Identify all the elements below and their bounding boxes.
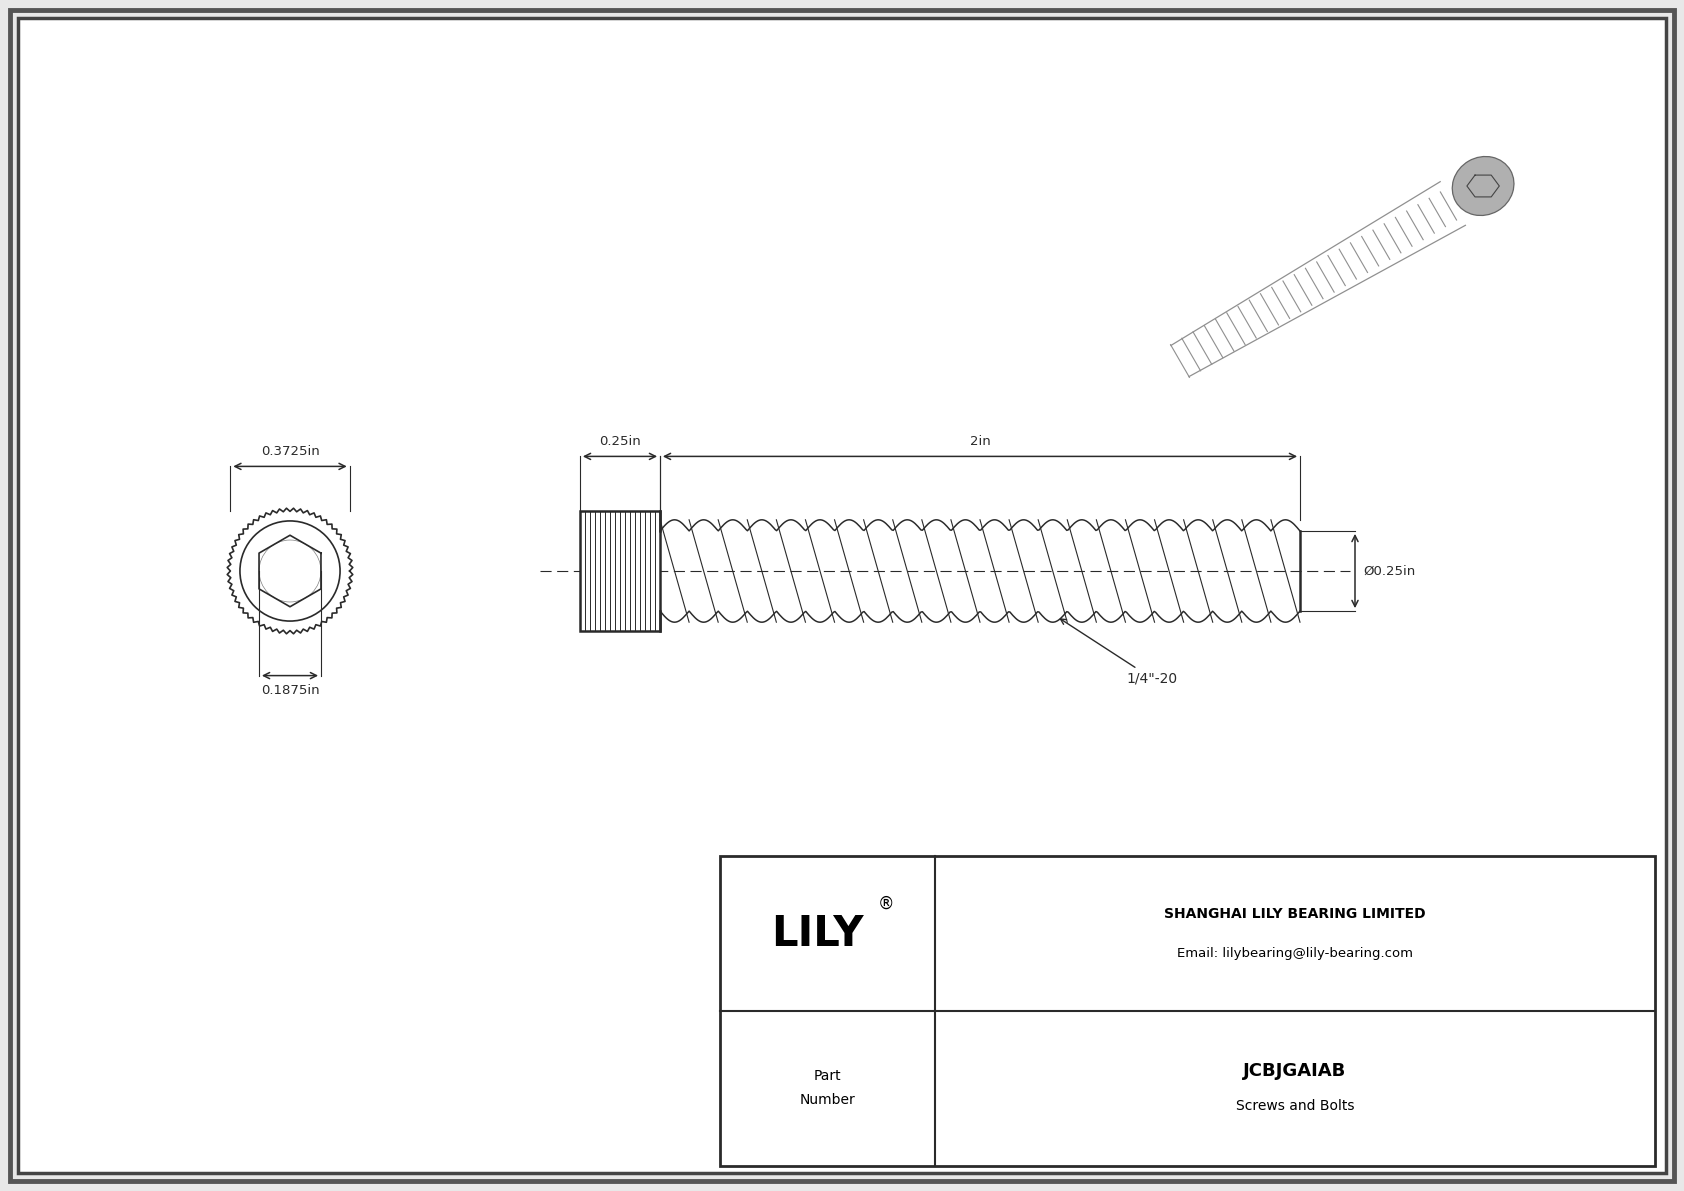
Text: Number: Number bbox=[800, 1093, 855, 1108]
Text: 2in: 2in bbox=[970, 436, 990, 448]
Text: 0.1875in: 0.1875in bbox=[261, 684, 320, 697]
Text: 1/4"-20: 1/4"-20 bbox=[1061, 619, 1177, 686]
Bar bbox=[579, 511, 660, 630]
Text: LILY: LILY bbox=[771, 912, 864, 954]
Ellipse shape bbox=[1452, 156, 1514, 216]
Bar bbox=[721, 856, 1655, 1166]
Text: ®: ® bbox=[877, 894, 894, 912]
Text: Part: Part bbox=[813, 1070, 842, 1084]
Polygon shape bbox=[227, 509, 352, 634]
Text: Email: lilybearing@lily-bearing.com: Email: lilybearing@lily-bearing.com bbox=[1177, 947, 1413, 960]
Text: 0.3725in: 0.3725in bbox=[261, 445, 320, 459]
Text: Screws and Bolts: Screws and Bolts bbox=[1236, 1099, 1354, 1114]
Text: Ø0.25in: Ø0.25in bbox=[1362, 565, 1415, 578]
Text: SHANGHAI LILY BEARING LIMITED: SHANGHAI LILY BEARING LIMITED bbox=[1164, 906, 1426, 921]
Text: 0.25in: 0.25in bbox=[600, 436, 642, 448]
Text: JCBJGAIAB: JCBJGAIAB bbox=[1243, 1061, 1347, 1079]
